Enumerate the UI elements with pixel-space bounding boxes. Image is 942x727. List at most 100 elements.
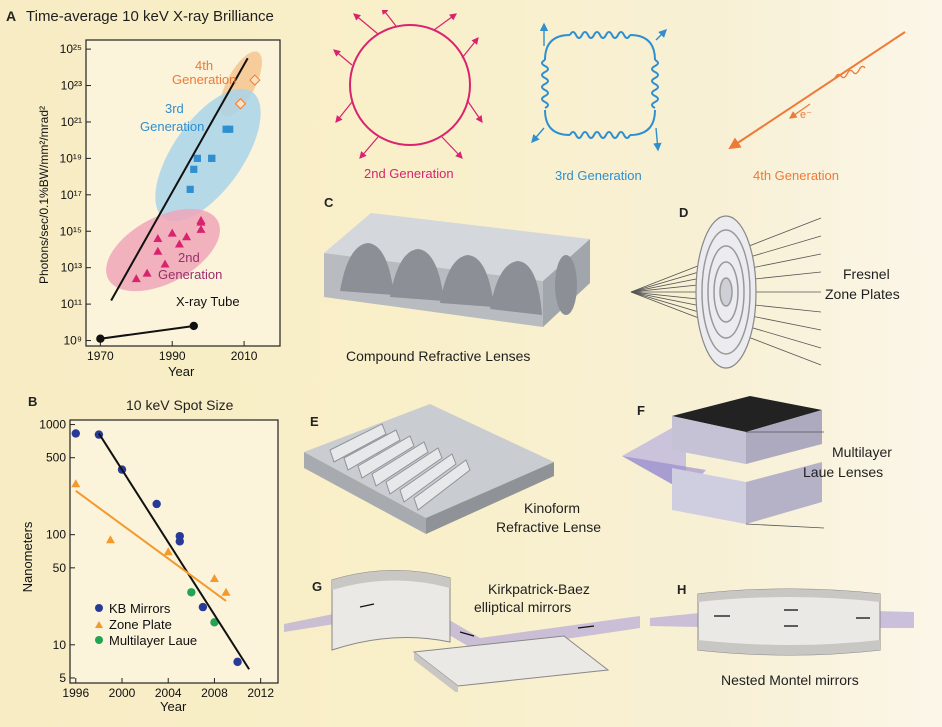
brilliance-data-point — [142, 268, 152, 277]
spot-x-tick-label: 1996 — [62, 686, 89, 700]
caption-f-line1: Multilayer — [832, 444, 892, 460]
gen3-label-line1: 3rd — [165, 101, 184, 116]
brilliance-data-point — [167, 228, 177, 237]
gen4-caption: 4th Generation — [753, 168, 840, 183]
legend-kb-label: KB Mirrors — [109, 601, 171, 616]
spot-y-tick-label: 100 — [46, 528, 66, 542]
gen4-label-line2: Generation — [172, 72, 236, 87]
brilliance-y-tick-label: 10¹¹ — [61, 297, 82, 311]
caption-d-line2: Zone Plates — [825, 286, 900, 302]
spot-data-point — [221, 587, 231, 596]
spot-trend-line — [98, 432, 250, 670]
montel-mirrors-illustration — [650, 588, 914, 656]
brilliance-data-point — [96, 334, 105, 343]
panel-e-letter: E — [310, 414, 319, 429]
panel-h-letter: H — [677, 582, 687, 597]
panel-b-letter: B — [28, 394, 38, 409]
spot-data-point — [187, 588, 196, 597]
spot-x-tick-label: 2012 — [247, 686, 274, 700]
kb-mirrors-illustration — [284, 570, 640, 692]
legend-zone-label: Zone Plate — [109, 617, 172, 632]
brilliance-data-point — [182, 232, 192, 241]
legend-laue-marker — [95, 636, 103, 644]
compound-refractive-lenses-illustration — [324, 213, 590, 327]
brilliance-y-tick-label: 10²¹ — [61, 115, 82, 129]
electron-label: e⁻ — [800, 109, 812, 121]
gen2-label-line2: Generation — [158, 267, 222, 282]
brilliance-data-point — [196, 224, 206, 233]
brilliance-y-axis-label: Photons/sec/0.1%BW/mm²/mrad² — [37, 106, 51, 284]
brilliance-data-point — [193, 154, 201, 162]
kinoform-lens-illustration — [304, 404, 554, 534]
brilliance-x-tick-label: 1990 — [159, 349, 186, 363]
brilliance-data-point — [174, 239, 184, 248]
legend-laue-label: Multilayer Laue — [109, 633, 197, 648]
caption-c: Compound Refractive Lenses — [346, 348, 531, 364]
gen2-caption: 2nd Generation — [364, 166, 454, 181]
spot-data-point — [233, 657, 242, 667]
spot-data-point — [198, 602, 208, 612]
caption-f-line2: Laue Lenses — [803, 464, 884, 480]
brilliance-trend-line — [110, 57, 249, 301]
gen2-region — [106, 208, 220, 292]
brilliance-data-point — [160, 259, 170, 268]
brilliance-data-point — [234, 98, 247, 110]
gen2-label-line1: 2nd — [178, 250, 200, 265]
spot-y-tick-label: 5 — [59, 671, 66, 685]
brilliance-data-point — [189, 321, 198, 331]
panel-a-title: Time-average 10 keV X-ray Brilliance — [26, 8, 274, 25]
brilliance-chart: 10⁹ 10¹¹ 10¹³ 10¹⁵ 10¹⁷ 10¹⁹ 10²¹ 10²³ 10²⁵ 1970 1… — [37, 39, 281, 379]
caption-h: Nested Montel mirrors — [721, 672, 859, 688]
brilliance-y-tick-label: 10¹⁵ — [60, 224, 82, 238]
spot-data-point — [209, 574, 219, 583]
caption-g-line2: elliptical mirrors — [474, 599, 572, 615]
brilliance-x-tick-label: 1970 — [87, 349, 114, 363]
spot-y-tick-label: 50 — [53, 561, 67, 575]
multilayer-laue-lens-illustration — [622, 396, 825, 529]
panel-f-letter: F — [637, 403, 645, 418]
brilliance-y-tick-label: 10¹⁷ — [60, 188, 82, 202]
spot-size-y-axis-label: Nanometers — [20, 521, 35, 592]
fresnel-zone-plate-illustration — [630, 215, 822, 369]
caption-g-line1: Kirkpatrick-Baez — [488, 581, 590, 597]
brilliance-y-tick-label: 10⁹ — [64, 334, 83, 348]
brilliance-data-point — [190, 165, 198, 173]
panel-c-letter: C — [324, 195, 334, 210]
generation-diagrams: e⁻ — [333, 10, 906, 159]
gen2-storage-ring-icon — [333, 10, 483, 159]
spot-size-chart: 5 10 50 100 500 1000 1996 2000 2004 2008 2012 KB M… — [20, 418, 279, 714]
panel-g-letter: G — [312, 579, 323, 594]
tube-label: X-ray Tube — [176, 294, 240, 309]
gen3-storage-ring-icon — [531, 22, 667, 152]
brilliance-y-tick-label: 10²⁵ — [60, 42, 82, 56]
spot-y-tick-label: 1000 — [39, 418, 66, 432]
tube-line — [100, 324, 194, 340]
brilliance-data-point — [153, 246, 163, 255]
brilliance-x-tick-label: 2010 — [231, 349, 258, 363]
brilliance-y-tick-label: 10¹³ — [61, 261, 82, 275]
spot-x-tick-label: 2004 — [155, 686, 182, 700]
spot-data-point — [71, 479, 81, 488]
gen4-label-line1: 4th — [195, 58, 213, 73]
spot-data-point — [105, 535, 115, 544]
legend-zone-marker — [95, 621, 103, 628]
gen3-caption: 3rd Generation — [555, 168, 642, 183]
spot-trend-line — [75, 490, 227, 602]
spot-x-tick-label: 2008 — [201, 686, 228, 700]
gen3-region — [155, 88, 261, 222]
brilliance-data-point — [196, 215, 206, 224]
caption-e-line2: Refractive Lense — [496, 519, 602, 535]
panel-d-letter: D — [679, 205, 689, 220]
caption-e-line1: Kinoform — [524, 500, 581, 516]
brilliance-y-tick-label: 10¹⁹ — [60, 151, 82, 165]
brilliance-data-point — [153, 234, 163, 243]
panel-a-letter: A — [6, 8, 17, 24]
brilliance-data-point — [131, 274, 141, 283]
spot-data-point — [210, 618, 219, 627]
spot-data-point — [163, 547, 173, 556]
spot-y-tick-label: 10 — [53, 638, 67, 652]
spot-data-point — [175, 537, 184, 546]
gen4-free-electron-laser-icon: e⁻ — [728, 31, 906, 150]
gen3-label-line2: Generation — [140, 119, 204, 134]
brilliance-x-axis-label: Year — [168, 364, 195, 379]
